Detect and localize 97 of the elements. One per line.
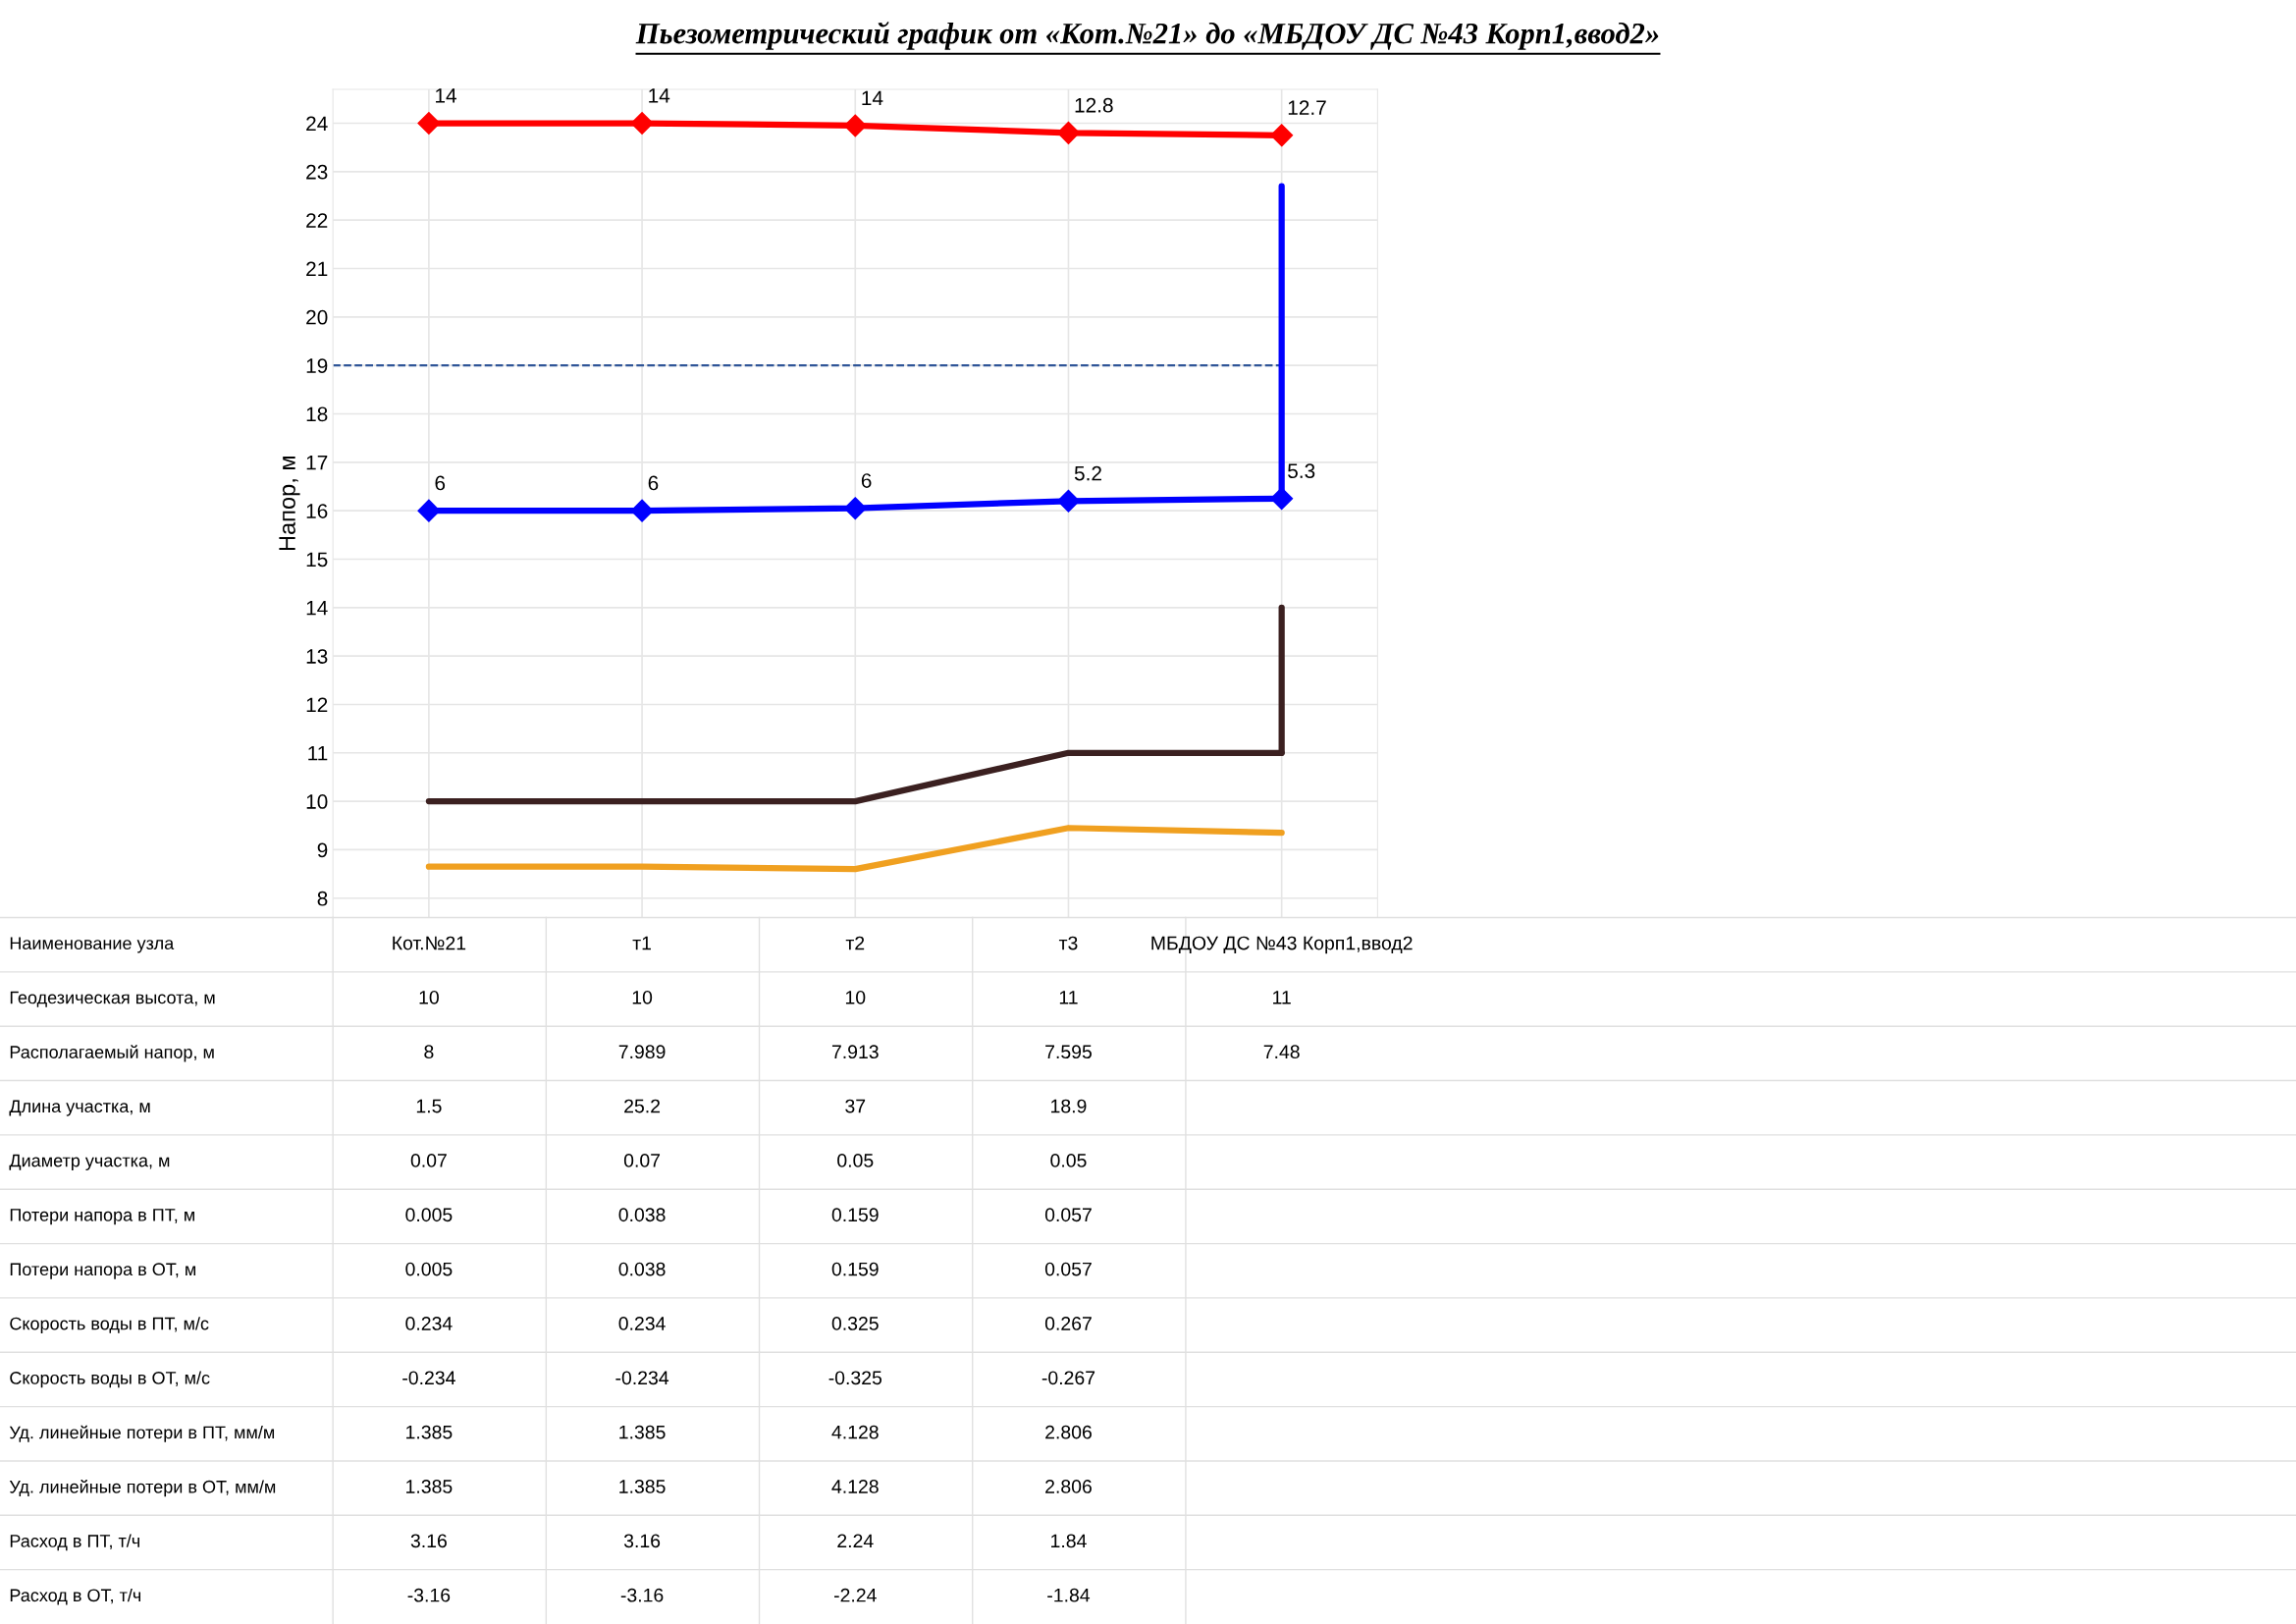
chart-title: Пьезометрический график от «Кот.№21» до «МБДОУ ДС №43 Корп1,ввод2»	[635, 22, 1659, 50]
text: 2.24	[837, 1534, 874, 1548]
text: 0.038	[618, 1262, 666, 1276]
text: 8	[424, 1045, 434, 1059]
y-tick-label: 20	[306, 309, 328, 325]
category-label: Скорость воды в ПТ, м/с	[10, 1317, 209, 1334]
text: 7.913	[831, 1045, 879, 1059]
y-tick-label: 16	[306, 504, 328, 518]
text: 0.325	[831, 1317, 879, 1330]
text: -0.234	[615, 1371, 669, 1385]
y-tick-label: 11	[308, 746, 328, 761]
text: -3.16	[620, 1588, 664, 1602]
text: -0.267	[1041, 1371, 1095, 1385]
text: 1.385	[406, 1425, 453, 1439]
y-tick-label: 14	[306, 601, 328, 616]
y-tick-label: 23	[306, 164, 328, 180]
annotation: 14	[862, 90, 883, 105]
text: 0.038	[618, 1208, 666, 1222]
text: 1.84	[1051, 1534, 1087, 1548]
annotation: 6	[861, 473, 872, 488]
y-tick-label: 15	[306, 552, 328, 568]
text: 2.806	[1045, 1480, 1092, 1493]
y-tick-label: 17	[306, 456, 328, 470]
text: 0.005	[405, 1262, 453, 1276]
annotation: 6	[648, 475, 659, 491]
category-label: Диаметр участка, м	[9, 1154, 170, 1170]
y-tick-label: 8	[317, 891, 328, 906]
x-tick-label: т1	[632, 936, 651, 950]
x-tick-label: МБДОУ ДС №43 Корп1,ввод2	[1151, 936, 1413, 954]
text: 10	[419, 990, 439, 1004]
y-tick-label: 13	[306, 649, 328, 664]
text: 3.16	[623, 1534, 661, 1548]
category-label: Уд. линейные потери в ОТ, мм/м	[9, 1480, 276, 1497]
text: 0.267	[1044, 1317, 1092, 1330]
text: 11	[1059, 991, 1078, 1004]
text: 11	[1273, 991, 1291, 1004]
text: 25.2	[624, 1099, 661, 1113]
text: 1.385	[619, 1425, 666, 1439]
text: 0.07	[410, 1154, 447, 1167]
category-label: Уд. линейные потери в ПТ, мм/м	[9, 1425, 275, 1442]
text: 0.057	[1044, 1208, 1092, 1222]
text: 7.989	[618, 1045, 666, 1059]
text: 1.385	[406, 1480, 453, 1493]
category-label: Располагаемый напор, м	[10, 1045, 214, 1062]
text: 2.806	[1045, 1425, 1092, 1439]
text: 10	[845, 990, 866, 1004]
y-tick-label: 12	[306, 697, 328, 713]
text: 7.595	[1045, 1045, 1092, 1059]
y-tick-label: 22	[306, 213, 328, 228]
text: 10	[632, 990, 653, 1004]
text: 0.234	[618, 1317, 666, 1330]
text: -1.84	[1047, 1588, 1091, 1602]
text: 0.07	[623, 1154, 661, 1167]
annotation: 6	[435, 475, 446, 491]
text: 0.159	[831, 1208, 879, 1222]
category-label: Длина участка, м	[9, 1100, 150, 1116]
text: 1.5	[416, 1099, 442, 1113]
category-label: Расход в ОТ, т/ч	[10, 1588, 141, 1605]
text: 37	[845, 1099, 866, 1113]
y-tick-label: 18	[306, 406, 328, 422]
category-label: Потери напора в ПТ, м	[10, 1209, 194, 1225]
text: 0.159	[831, 1262, 879, 1276]
category-label: Потери напора в ОТ, м	[10, 1263, 196, 1279]
annotation: 12.7	[1288, 100, 1326, 115]
text: 3.16	[410, 1534, 447, 1548]
text: Наименование узла	[10, 937, 175, 953]
y-axis-title: Напор, м	[279, 457, 300, 551]
x-tick-label: т3	[1058, 936, 1078, 950]
x-tick-label: Кот.№21	[393, 936, 466, 950]
category-label: Скорость воды в ОТ, м/с	[10, 1371, 210, 1388]
y-tick-label: 19	[306, 358, 328, 373]
annotation: 5.3	[1288, 463, 1315, 479]
x-tick-label: т2	[845, 936, 865, 950]
y-tick-label: 9	[317, 842, 328, 858]
text: -0.234	[402, 1371, 455, 1385]
category-label: Геодезическая высота, м	[10, 991, 215, 1007]
text: 7.48	[1263, 1045, 1300, 1059]
text: 0.05	[1050, 1154, 1087, 1167]
text: 4.128	[831, 1425, 879, 1439]
text: 1.385	[619, 1480, 666, 1493]
annotation: 14	[436, 88, 457, 103]
text: 0.234	[405, 1317, 453, 1330]
text: 4.128	[831, 1480, 879, 1493]
category-label: Расход в ПТ, т/ч	[10, 1534, 139, 1551]
annotation: 12.8	[1075, 97, 1113, 113]
text: -2.24	[833, 1588, 877, 1602]
text: 0.005	[405, 1208, 453, 1222]
text: 18.9	[1051, 1099, 1087, 1113]
y-tick-label: 24	[306, 116, 328, 132]
y-tick-label: 10	[306, 794, 328, 809]
y-tick-label: 21	[306, 261, 328, 277]
text: -0.325	[828, 1371, 882, 1385]
text: 0.057	[1044, 1262, 1092, 1276]
text: 0.05	[837, 1154, 874, 1167]
annotation: 5.2	[1074, 465, 1101, 481]
text: -3.16	[407, 1588, 451, 1602]
annotation: 14	[649, 88, 670, 103]
